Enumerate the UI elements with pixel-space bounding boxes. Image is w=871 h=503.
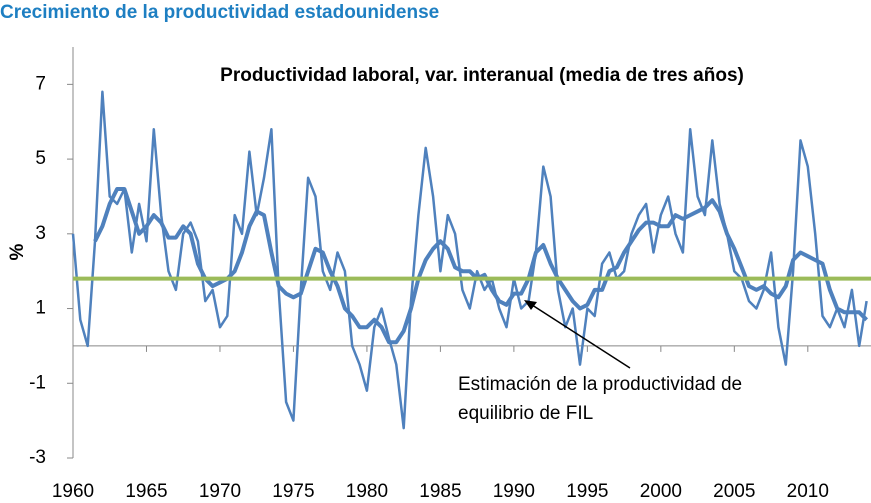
annotation: Estimación de la productividad de [458, 374, 742, 395]
series-line [93, 187, 869, 345]
x-tick-label: 1965 [125, 481, 167, 502]
annotation: equilibrio de FIL [458, 403, 593, 424]
x-tick-label: 1995 [566, 481, 608, 502]
y-tick-label: 7 [35, 73, 46, 94]
arrow-head [524, 300, 537, 310]
x-tick-label: 1960 [52, 481, 94, 502]
chart-subtitle: Productividad laboral, var. interanual (… [220, 65, 744, 86]
x-tick-label: 1985 [419, 481, 461, 502]
x-tick-label: 1970 [199, 481, 241, 502]
y-axis-label: % [7, 243, 28, 260]
y-tick-label: 5 [35, 148, 46, 169]
chart-title: Crecimiento de la productividad estadoun… [0, 2, 439, 23]
annotation-arrow [528, 302, 631, 369]
x-tick-label: 1975 [272, 481, 314, 502]
y-tick-label: 1 [35, 298, 46, 319]
y-tick-label: 3 [35, 223, 46, 244]
x-tick-label: 2005 [713, 481, 755, 502]
y-tick-label: -1 [29, 372, 46, 393]
x-tick-label: 1980 [346, 481, 388, 502]
x-tick-label: 1990 [493, 481, 535, 502]
series-line [71, 90, 868, 430]
y-tick-label: -3 [29, 447, 46, 468]
x-tick-label: 2000 [640, 481, 682, 502]
x-tick-label: 2010 [787, 481, 829, 502]
